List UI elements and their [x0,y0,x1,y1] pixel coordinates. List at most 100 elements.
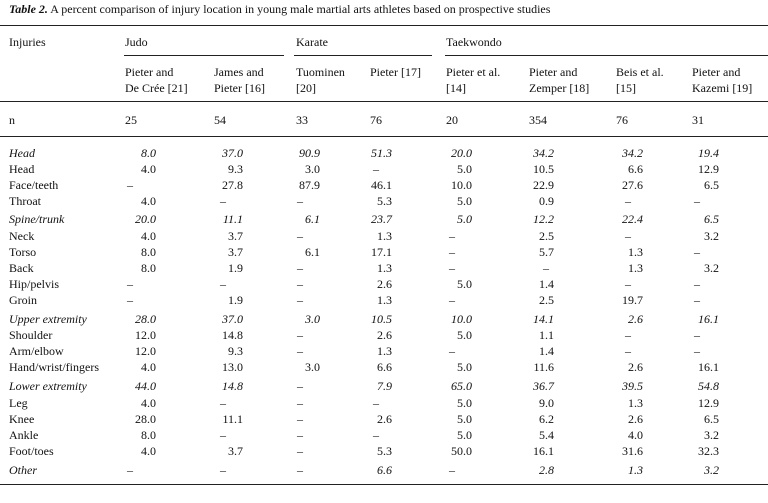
table-cell: 3.7 [228,244,243,259]
table-caption-label: Table 2. [9,2,48,16]
n-value-8: 31 [692,113,704,127]
table-cell: 6.5 [704,212,719,227]
table-cell: – [297,194,303,209]
table-cell: 87.9 [299,178,320,193]
table-cell: 34.2 [533,146,554,160]
row-label: Lower extremity [9,379,87,394]
row-label: Torso [9,244,37,259]
table-cell: 19.7 [622,292,643,307]
table-cell: 4.0 [141,194,156,209]
table-cell: 27.8 [222,178,243,193]
row-label: Shoulder [9,328,53,343]
row-label: Face/teeth [9,178,59,193]
group-taekwondo: Taekwondo [446,35,502,49]
table-cell: 1.4 [539,276,554,291]
table-cell: 8.0 [141,260,156,275]
table-cell: 90.9 [299,146,320,160]
table-cell: 6.6 [377,360,392,375]
table-cell: 8.0 [141,146,156,160]
karate-group-rule [294,55,432,56]
row-label: Spine/trunk [9,212,65,227]
table-cell: 8.0 [141,244,156,259]
table-cell: 3.2 [704,228,719,243]
study-header-2-line-1: James and [214,65,264,79]
table-caption: Table 2. A percent comparison of injury … [9,2,550,17]
table-cell: 23.7 [371,212,392,227]
study-header-8-line-2: Kazemi [19] [692,81,753,95]
table-caption-text: A percent comparison of injury location … [50,2,551,16]
table-cell: – [449,260,455,275]
bottom-rule [0,484,768,485]
study-header-6-line-1: Pieter and [529,65,578,79]
table-cell: 1.3 [377,260,392,275]
table-cell: 10.5 [533,162,554,177]
group-karate: Karate [296,35,328,49]
table-cell: 11.1 [222,411,243,426]
table-cell: – [625,194,631,209]
table-cell: 1.3 [377,228,392,243]
table-cell: – [220,462,226,477]
table-cell: – [220,194,226,209]
n-value-6: 354 [529,113,547,127]
table-cell: 34.2 [622,146,643,160]
top-rule [0,25,768,26]
table-cell: 9.3 [228,162,243,177]
table-cell: 6.2 [539,411,554,426]
table-cell: 11.6 [533,360,554,375]
table-cell: 4.0 [141,228,156,243]
n-rule [0,136,768,137]
table-cell: 9.0 [539,395,554,410]
study-header-3-line-2: [20] [296,81,316,95]
table-cell: 5.7 [539,244,554,259]
table-cell: 3.7 [228,443,243,458]
n-value-7: 76 [616,113,628,127]
table-cell: – [625,276,631,291]
table-cell: 1.4 [539,344,554,359]
table-cell: 22.4 [622,212,643,227]
study-header-5-line-1: Pieter et al. [446,65,501,79]
table-cell: – [449,344,455,359]
table-cell: 5.0 [457,411,472,426]
n-value-2: 54 [214,113,226,127]
table-cell: 3.0 [305,162,320,177]
table-cell: 12.9 [698,162,719,177]
table-cell: 20.0 [451,146,472,160]
table-cell: 32.3 [698,443,719,458]
table-cell: 2.6 [628,360,643,375]
table-cell: 65.0 [451,379,472,394]
group-judo: Judo [125,35,148,49]
table-cell: 12.0 [135,328,156,343]
table-cell: 17.1 [371,244,392,259]
study-header-7-line-1: Beis et al. [616,65,664,79]
row-label: Head [9,162,35,177]
row-label: Back [9,260,34,275]
table-cell: 3.7 [228,228,243,243]
table-cell: 5.0 [457,360,472,375]
table-cell: 6.1 [305,244,320,259]
table-cell: 5.0 [457,328,472,343]
table-cell: 12.2 [533,212,554,227]
table-cell: 31.6 [622,443,643,458]
table-cell: 16.1 [698,312,719,326]
table-cell: 7.9 [377,379,392,394]
row-label: Ankle [9,427,39,442]
table-cell: 2.8 [539,462,554,477]
table-cell: 3.0 [305,312,320,326]
table-cell: – [449,228,455,243]
table-cell: 16.1 [533,443,554,458]
row-label: Leg [9,395,28,410]
table-cell: 20.0 [135,212,156,227]
table-cell: – [694,276,700,291]
table-cell: – [220,395,226,410]
table-cell: 2.5 [539,292,554,307]
table-cell: 51.3 [371,146,392,160]
table-cell: 50.0 [451,443,472,458]
table-cell: 14.1 [533,312,554,326]
table-cell: 4.0 [141,395,156,410]
table-cell: 28.0 [135,411,156,426]
table-cell: 5.0 [457,162,472,177]
table-cell: 12.9 [698,395,719,410]
study-header-1-line-2: De Crée [21] [125,81,188,95]
table-cell: – [373,427,379,442]
table-cell: – [449,462,455,477]
